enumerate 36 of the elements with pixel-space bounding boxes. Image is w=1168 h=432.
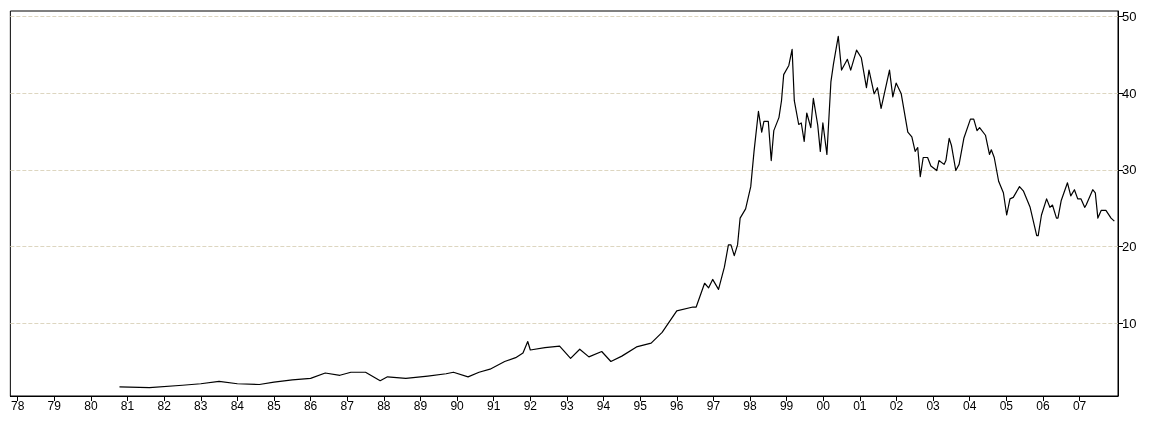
- x-tick-label: 81: [120, 399, 135, 413]
- x-tick-label: 83: [194, 399, 208, 413]
- x-tick-label: 82: [157, 399, 172, 413]
- y-tick-label: 50: [1122, 8, 1137, 24]
- x-tick-label: 02: [889, 399, 904, 413]
- x-tick-label: 78: [10, 399, 25, 413]
- x-tick-label: 79: [47, 399, 62, 413]
- x-tick-label: 88: [377, 399, 391, 413]
- x-tick-label: 01: [853, 399, 867, 413]
- x-tick-label: 03: [926, 399, 941, 413]
- x-tick-label: 04: [963, 399, 977, 413]
- x-tick-label: 94: [596, 399, 611, 413]
- x-tick-label: 06: [1036, 399, 1050, 413]
- line-series: [118, 35, 1115, 389]
- x-tick-label: 00: [816, 399, 831, 413]
- x-tick-label: 87: [340, 399, 355, 413]
- x-tick-label: 89: [413, 399, 428, 413]
- x-tick-label: 95: [633, 399, 648, 413]
- y-tick-label: 10: [1122, 315, 1137, 331]
- x-tick-label: 96: [670, 399, 684, 413]
- x-tick-label: 92: [523, 399, 538, 413]
- x-tick-label: 97: [706, 399, 721, 413]
- x-tick-label: 86: [303, 399, 318, 413]
- x-tick-label: 85: [267, 399, 281, 413]
- y-tick-label: 20: [1122, 238, 1137, 254]
- x-tick-label: 80: [84, 399, 98, 413]
- y-tick-label: 30: [1122, 162, 1137, 178]
- x-tick-label: 07: [1072, 399, 1087, 413]
- x-tick-label: 99: [779, 399, 794, 413]
- x-tick-label: 84: [230, 399, 245, 413]
- y-tick-label: 40: [1122, 85, 1137, 101]
- x-tick-label: 91: [487, 399, 501, 413]
- x-tick-label: 05: [999, 399, 1014, 413]
- x-tick-label: 90: [450, 399, 465, 413]
- x-tick-label: 98: [743, 399, 757, 413]
- x-tick-label: 93: [560, 399, 574, 413]
